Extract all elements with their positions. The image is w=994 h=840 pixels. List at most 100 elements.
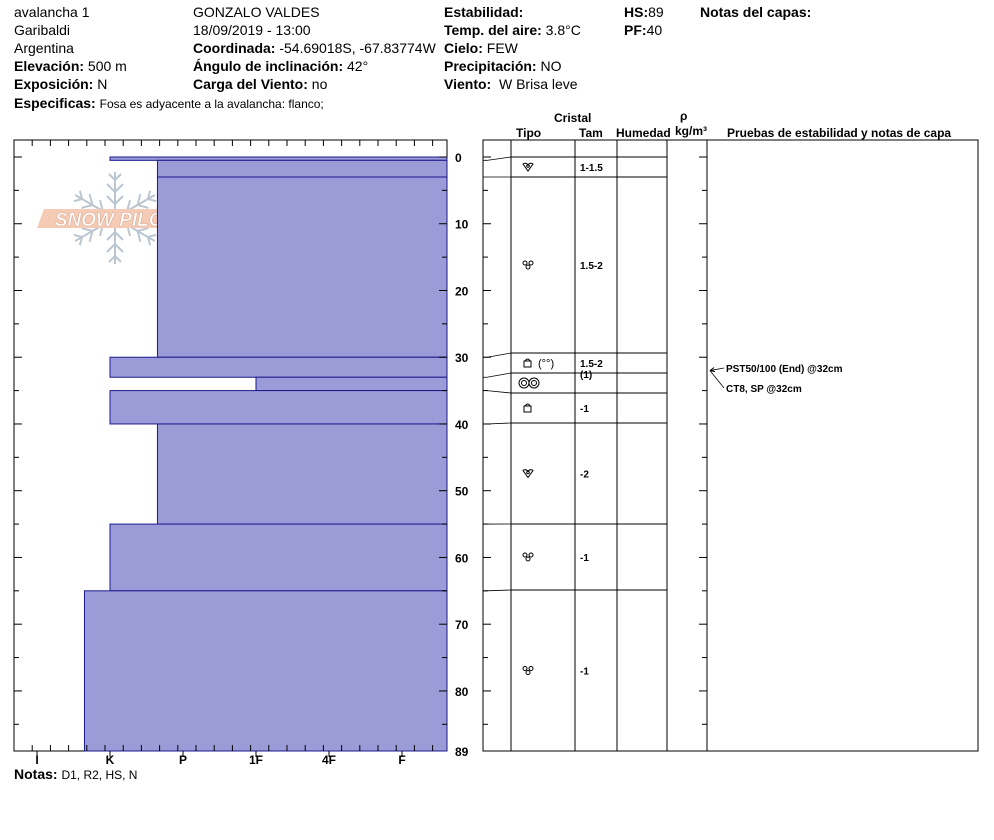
hardness-bar [109,390,448,425]
stability-label: Estabilidad: [444,4,524,20]
precip-value: NO [540,58,562,74]
stability-test-label: CT8, SP @32cm [726,384,802,395]
rounded-grains-icon [522,552,534,562]
elevation: Elevación: 500 m [14,58,127,74]
stability-test-label: PST50/100 (End) @32cm [726,364,843,375]
hardness-bar [109,356,448,378]
rounded-grains-icon [522,260,534,270]
hardness-bar [109,156,448,161]
wind-value: W Brisa leve [498,76,578,92]
hardness-bar [156,159,448,178]
datetime: 18/09/2019 - 13:00 [193,22,311,38]
depth-label: 30 [455,351,469,365]
air-temp-label: Temp. del aire: [444,22,542,38]
hardness-label: 1F [249,753,263,767]
exposure-label: Exposición: [14,76,94,92]
depth-label: 10 [455,218,469,232]
observer: GONZALO VALDES [193,4,320,20]
layer-connector [483,390,512,394]
hs-label: HS: [624,4,649,20]
air-temp-value: 3.8°C [545,22,581,38]
grain-size: 1.5-2 [580,261,603,272]
hardness-label: I [35,753,38,767]
coord-label: Coordinada: [193,40,276,56]
wind-label: Viento: [444,76,492,92]
crystal-secondary: (°°) [538,358,554,370]
melt-freeze-icon [518,377,540,389]
pf-value: 40 [646,22,663,38]
snowpilot-logo: SNOW PILOT [37,172,193,265]
grain-size: -1 [580,553,589,564]
layer-table-frame [482,139,979,752]
sky: Cielo: FEW [444,40,518,56]
grain-size: 1-1.5 [580,163,603,174]
coordinates: Coordinada: -54.69018S, -67.83774W [193,40,436,56]
layer-notes-label: Notas del capas: [700,4,812,20]
specifics-label: Especificas: [14,95,96,111]
hardness-label: F [398,753,405,767]
grain-size: -1 [580,667,589,678]
test-arrowhead [709,367,716,372]
layer-connector [483,352,512,358]
col-size: Tam [579,126,603,140]
hardness-label: P [179,753,187,767]
hardness-bar [156,176,448,358]
hardness-label: 4F [322,753,336,767]
exposure-value: N [97,76,108,92]
country: Argentina [14,40,74,56]
elevation-label: Elevación: [14,58,85,74]
notes-value: D1, R2, HS, N [61,768,138,782]
depth-label: 80 [455,685,469,699]
location-name: avalancha 1 [14,4,90,20]
logo-text: SNOW PILOT [55,210,177,231]
col-density-unit: kg/m³ [675,124,708,138]
test-pointer [709,370,725,389]
exposure: Exposición: N [14,76,107,92]
slope-value: 42° [347,58,369,74]
col-type: Tipo [516,126,542,140]
pf-label: PF: [624,22,647,38]
col-tests: Pruebas de estabilidad y notas de capa [727,126,952,140]
rounded-grains-icon [522,666,534,675]
elevation-value: 500 m [87,58,127,74]
hs: HS:89 [624,4,664,20]
sky-label: Cielo: [444,40,483,56]
notes: Notas: D1, R2, HS, N [14,766,137,783]
hardness-bar [109,523,448,592]
depth-label: 89 [455,745,469,759]
layer-connector [483,589,512,592]
test-pointer [709,367,725,371]
air-temp: Temp. del aire: 3.8°C [444,22,581,38]
specifics: Especificas: Fosa es adyacente a la aval… [14,95,324,112]
decomposing-particles-icon [522,469,534,479]
hardness-bar [255,376,448,392]
faceted-crystals-icon [523,403,532,413]
wind-load: Carga del Viento: no [193,76,327,92]
specifics-value: Fosa es adyacente a la avalancha: flanco… [99,97,324,111]
col-moisture: Humedad [616,126,671,140]
depth-label: 50 [455,485,469,499]
col-density-symbol: ρ [680,109,688,123]
slope-angle: Ángulo de inclinación: 42° [193,58,368,74]
precipitation: Precipitación: NO [444,58,561,74]
depth-label: 70 [455,618,469,632]
layer-connector [483,422,512,425]
slope-label: Ángulo de inclinación: [193,58,344,74]
depth-label: 40 [455,418,469,432]
grain-size-secondary: (1) [580,370,592,381]
faceted-rounded-icon [523,358,532,368]
layer-connector [483,156,512,161]
wind-load-value: no [311,76,328,92]
depth-label: 20 [455,284,469,298]
region: Garibaldi [14,22,71,38]
depth-label: 60 [455,551,469,565]
col-crystal: Cristal [554,111,592,125]
pf: PF:40 [624,22,662,38]
grain-size: -2 [580,470,589,481]
sky-value: FEW [486,40,518,56]
logo-banner [37,209,193,228]
hs-value: 89 [648,4,664,20]
coord-value: -54.69018S, -67.83774W [279,40,436,56]
grain-size: -1 [580,404,589,415]
